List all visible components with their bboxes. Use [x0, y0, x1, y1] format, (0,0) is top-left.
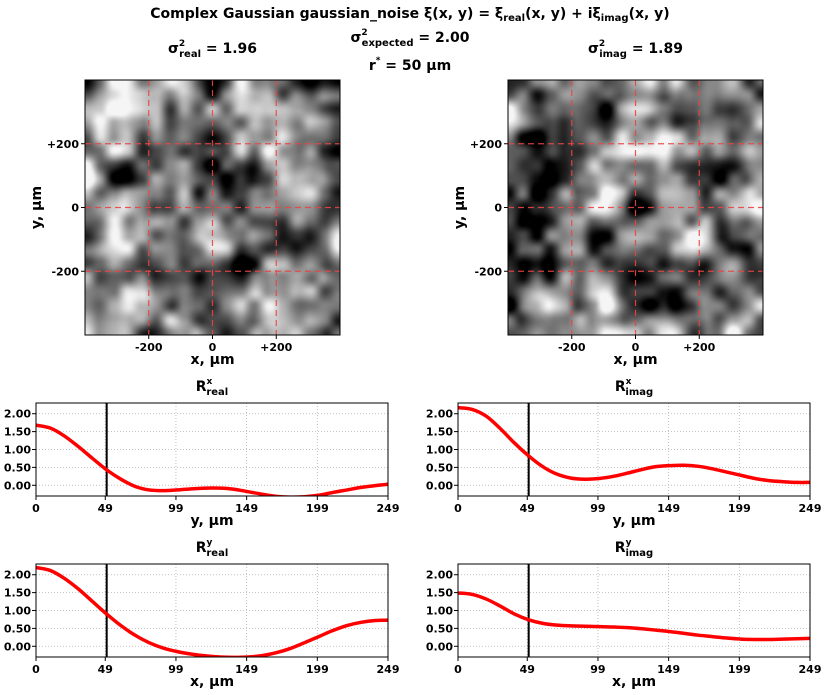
y-tick-label: 1.50: [426, 587, 453, 600]
heatmap-panel-imag: σ2 imag = 1.89 -200 0 +200 +200 0 -200 x, μm y, μ…: [452, 39, 764, 368]
x-axis-label: y, μm: [612, 513, 655, 529]
x-tick-label: 149: [657, 502, 680, 515]
line-panel-x-real: Rx real 0 49 99 149 199 249 2.00 1.50 1.00 0.50 0.00…: [4, 377, 400, 529]
correlation-curve: [458, 591, 810, 642]
x-tick-label: 0: [632, 341, 640, 354]
x-axis-label: y, μm: [190, 513, 233, 529]
x-tick-label: 0: [209, 341, 217, 354]
heatmap-title: σ2 real = 1.96: [168, 39, 257, 60]
x-tick-label: +200: [683, 341, 716, 354]
x-tick-label: 249: [799, 502, 822, 515]
x-axis-label: x, μm: [613, 352, 657, 368]
x-tick-label: 249: [377, 663, 400, 676]
x-tick-label: -200: [558, 341, 586, 354]
correlation-radius: r* = 50 μm: [369, 56, 451, 74]
y-tick-label: 2.00: [426, 408, 453, 421]
plot-frame: [35, 563, 389, 658]
y-tick-label: 1.00: [4, 605, 31, 618]
heatmap-panel-real: σ2 real = 1.96 -200 0 +200 +200 0 -200 x, μm y, μ…: [29, 39, 341, 368]
plot-frame: [457, 402, 811, 497]
y-tick-label: +200: [47, 138, 80, 151]
y-tick-label: 2.00: [426, 569, 453, 582]
y-tick-label: 2.00: [4, 569, 31, 582]
plot-frame: [35, 402, 389, 497]
y-tick-label: -200: [474, 265, 502, 278]
heatmap-image: [508, 80, 763, 335]
correlation-curve: [36, 423, 388, 496]
x-axis-label: x, μm: [612, 674, 656, 690]
y-tick-label: 1.50: [4, 587, 31, 600]
line-chart-title: Ry imag: [615, 538, 653, 559]
x-tick-label: 0: [32, 663, 40, 676]
y-tick-label: 0.00: [426, 479, 453, 492]
x-tick-label: 199: [306, 663, 329, 676]
y-tick-label: 2.00: [4, 408, 31, 421]
x-tick-label: 99: [168, 502, 183, 515]
x-axis-label: x, μm: [190, 674, 234, 690]
y-tick-label: 1.50: [426, 426, 453, 439]
x-tick-label: 99: [168, 663, 183, 676]
x-tick-label: 99: [590, 663, 605, 676]
x-tick-label: 199: [728, 663, 751, 676]
y-tick-label: 0: [71, 202, 79, 215]
line-panel-x-imag: Rx imag 0 49 99 149 199 249 2.00 1.50 1.00 0.50 0.00…: [426, 377, 822, 529]
x-tick-label: 49: [520, 502, 535, 515]
x-tick-label: 249: [377, 502, 400, 515]
line-chart-title: Rx imag: [615, 377, 653, 398]
correlation-curve: [458, 405, 810, 485]
line-panel-y-real: Ry real 0 49 99 149 199 249 2.00 1.50 1.00 0.50 0.00…: [4, 538, 400, 690]
y-tick-label: 1.00: [426, 605, 453, 618]
x-tick-label: 49: [98, 663, 113, 676]
x-tick-label: 149: [235, 502, 258, 515]
y-tick-label: +200: [470, 138, 503, 151]
y-tick-label: 0.50: [426, 461, 453, 474]
x-tick-label: +200: [260, 341, 293, 354]
y-tick-label: -200: [51, 265, 79, 278]
correlation-curve: [36, 565, 388, 657]
y-tick-label: 0.50: [426, 622, 453, 635]
x-tick-label: 0: [32, 502, 40, 515]
x-tick-label: 149: [657, 663, 680, 676]
x-tick-label: 49: [98, 502, 113, 515]
y-tick-label: 0.50: [4, 622, 31, 635]
y-tick-label: 1.00: [426, 444, 453, 457]
x-tick-label: 199: [306, 502, 329, 515]
x-tick-label: 149: [235, 663, 258, 676]
line-chart-title: Ry real: [196, 538, 229, 559]
y-axis-label: y, μm: [29, 186, 45, 229]
line-panel-y-imag: Ry imag 0 49 99 149 199 249 2.00 1.50 1.00 0.50 0.00…: [426, 538, 822, 690]
x-axis-label: x, μm: [190, 352, 234, 368]
y-tick-label: 1.50: [4, 426, 31, 439]
x-tick-label: 249: [799, 663, 822, 676]
heatmap-image: [85, 80, 340, 335]
x-tick-label: 99: [590, 502, 605, 515]
x-tick-label: -200: [135, 341, 163, 354]
line-chart-title: Rx real: [196, 377, 228, 398]
y-tick-label: 0.00: [4, 640, 31, 653]
heatmap-title: σ2 imag = 1.89: [588, 39, 683, 60]
y-axis-label: y, μm: [452, 186, 468, 229]
y-tick-label: 1.00: [4, 444, 31, 457]
y-tick-label: 0.50: [4, 461, 31, 474]
x-tick-label: 199: [728, 502, 751, 515]
x-tick-label: 0: [454, 663, 462, 676]
figure-title: Complex Gaussian gaussian_noise ξ(x, y) …: [150, 6, 669, 24]
y-tick-label: 0: [494, 202, 502, 215]
y-tick-label: 0.00: [4, 479, 31, 492]
expected-variance: σ2 expected = 2.00: [350, 28, 469, 49]
x-tick-label: 0: [454, 502, 462, 515]
y-tick-label: 0.00: [426, 640, 453, 653]
x-tick-label: 49: [520, 663, 535, 676]
